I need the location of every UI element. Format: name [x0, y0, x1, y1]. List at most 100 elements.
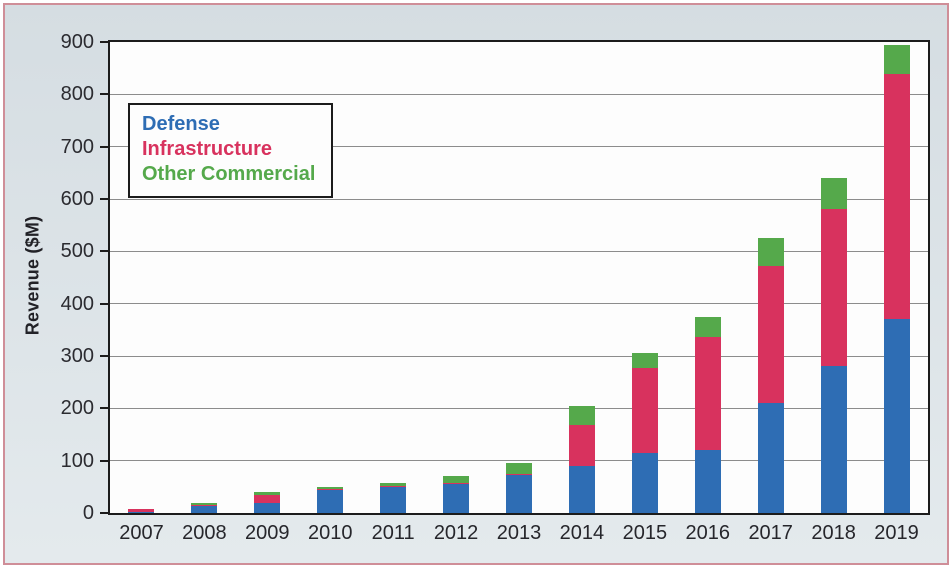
bar-segment-2012-defense	[443, 484, 470, 513]
bar-segment-2014-infrastructure	[568, 425, 595, 466]
bar-segment-2014-other-commercial	[568, 405, 595, 426]
y-tick-500	[100, 250, 108, 253]
gridline-600	[110, 198, 928, 200]
bar-segment-2011-other-commercial	[380, 483, 407, 486]
bar-segment-2017-other-commercial	[757, 238, 784, 266]
x-tick-label-2019: 2019	[874, 522, 919, 544]
bar-2012	[443, 42, 470, 513]
y-axis: 0 100 200 300 400 500 600 700 800 900	[5, 31, 108, 524]
bar-segment-2011-infrastructure	[380, 485, 407, 487]
bar-2018	[820, 42, 847, 513]
bar-segment-2012-other-commercial	[443, 476, 470, 483]
bar-2011	[380, 42, 407, 513]
gridline-700	[110, 146, 928, 148]
x-tick-label-2009: 2009	[245, 522, 290, 544]
y-tick-label-600: 600	[60, 188, 94, 210]
bar-segment-2013-infrastructure	[506, 473, 532, 475]
x-tick-label-2017: 2017	[748, 522, 793, 544]
y-tick-300	[100, 355, 108, 357]
gridline-400	[110, 303, 928, 305]
x-tick-label-2013: 2013	[496, 522, 542, 544]
bar-2014	[568, 42, 595, 513]
legend: Defense Infrastructure Other Commercial	[128, 103, 334, 198]
y-tick-label-900: 900	[60, 31, 94, 53]
y-tick-label-200: 200	[60, 397, 94, 420]
y-tick-800	[100, 93, 108, 96]
y-tick-100	[100, 459, 108, 462]
chart-background: Revenue ($M) 0 100 200 300 400 500 600 700 800 90…	[3, 3, 949, 565]
legend-item-defense: Defense	[142, 113, 220, 135]
bar-segment-2012-infrastructure	[443, 482, 470, 485]
bar-segment-2017-infrastructure	[757, 266, 784, 404]
legend-item-other-commercial: Other Commercial	[142, 163, 316, 185]
y-tick-label-500: 500	[60, 240, 94, 263]
bar-segment-2010-other-commercial	[317, 486, 344, 490]
bar-segment-2009-infrastructure	[254, 494, 281, 503]
bar-segment-2019-other-commercial	[883, 44, 910, 75]
bar-segment-2016-defense	[694, 450, 721, 513]
y-tick-0	[100, 512, 108, 514]
bar-segment-2015-other-commercial	[631, 353, 658, 368]
x-tick-label-2007: 2007	[119, 522, 164, 544]
x-tick-label-2014: 2014	[559, 522, 605, 544]
x-tick-label-2018: 2018	[811, 522, 856, 544]
bar-2015	[631, 42, 658, 513]
bar-segment-2008-infrastructure	[191, 504, 218, 506]
bar-segment-2014-defense	[568, 465, 595, 513]
bar-2008	[191, 42, 218, 513]
y-tick-label-800: 800	[60, 83, 94, 106]
bar-segment-2015-defense	[631, 452, 658, 513]
bar-segment-2008-defense	[191, 505, 218, 513]
bar-2017	[757, 42, 784, 513]
bar-segment-2008-other-commercial	[191, 502, 218, 505]
bar-segment-2007-infrastructure	[128, 508, 155, 512]
gridline-500	[110, 250, 928, 252]
gridline-300	[110, 355, 928, 357]
gridline-100	[110, 460, 928, 462]
bar-segment-2007-defense	[128, 511, 155, 513]
bar-2010	[317, 42, 344, 513]
bar-2013	[506, 42, 532, 513]
bar-segment-2009-other-commercial	[254, 492, 281, 495]
bar-2007	[128, 42, 155, 513]
bar-segment-2018-infrastructure	[820, 209, 847, 367]
x-tick-label-2016: 2016	[685, 522, 731, 544]
y-tick-900	[100, 41, 108, 43]
y-tick-label-300: 300	[60, 345, 94, 367]
bar-segment-2016-infrastructure	[694, 336, 721, 451]
bar-segment-2018-defense	[820, 366, 847, 513]
bar-segment-2010-infrastructure	[317, 489, 344, 490]
bar-segment-2011-defense	[380, 486, 407, 513]
bar-segment-2013-defense	[506, 474, 532, 513]
y-tick-label-400: 400	[60, 292, 94, 315]
bar-2019	[883, 42, 910, 513]
y-tick-200	[100, 407, 108, 410]
bar-segment-2019-infrastructure	[883, 74, 910, 320]
bar-2009	[254, 42, 281, 513]
y-tick-400	[100, 302, 108, 305]
bar-segment-2015-infrastructure	[631, 367, 658, 453]
gridline-800	[110, 93, 928, 95]
y-tick-700	[100, 145, 108, 148]
x-tick-label-2008: 2008	[182, 522, 227, 544]
y-tick-600	[100, 198, 108, 200]
gridline-200	[110, 407, 928, 409]
bar-segment-2013-other-commercial	[506, 463, 532, 474]
bar-segment-2009-defense	[254, 502, 281, 513]
x-axis: 2007 2008 2009 2010 2011 2012 2013 2014 2015 2016…	[110, 522, 928, 552]
x-tick-label-2010: 2010	[307, 522, 353, 544]
bar-segment-2010-defense	[317, 489, 344, 513]
y-tick-label-100: 100	[60, 449, 94, 472]
x-tick-label-2015: 2015	[622, 522, 668, 544]
bar-segment-2017-defense	[757, 403, 784, 513]
x-tick-label-2012: 2012	[433, 522, 479, 544]
bar-segment-2016-other-commercial	[694, 316, 721, 337]
y-tick-label-700: 700	[60, 135, 94, 158]
bar-segment-2018-other-commercial	[820, 178, 847, 210]
bar-segment-2019-defense	[883, 319, 910, 513]
bar-2016	[694, 42, 721, 513]
x-tick-label-2011: 2011	[371, 522, 415, 544]
y-tick-label-0: 0	[82, 502, 94, 524]
legend-item-infrastructure: Infrastructure	[142, 138, 273, 160]
